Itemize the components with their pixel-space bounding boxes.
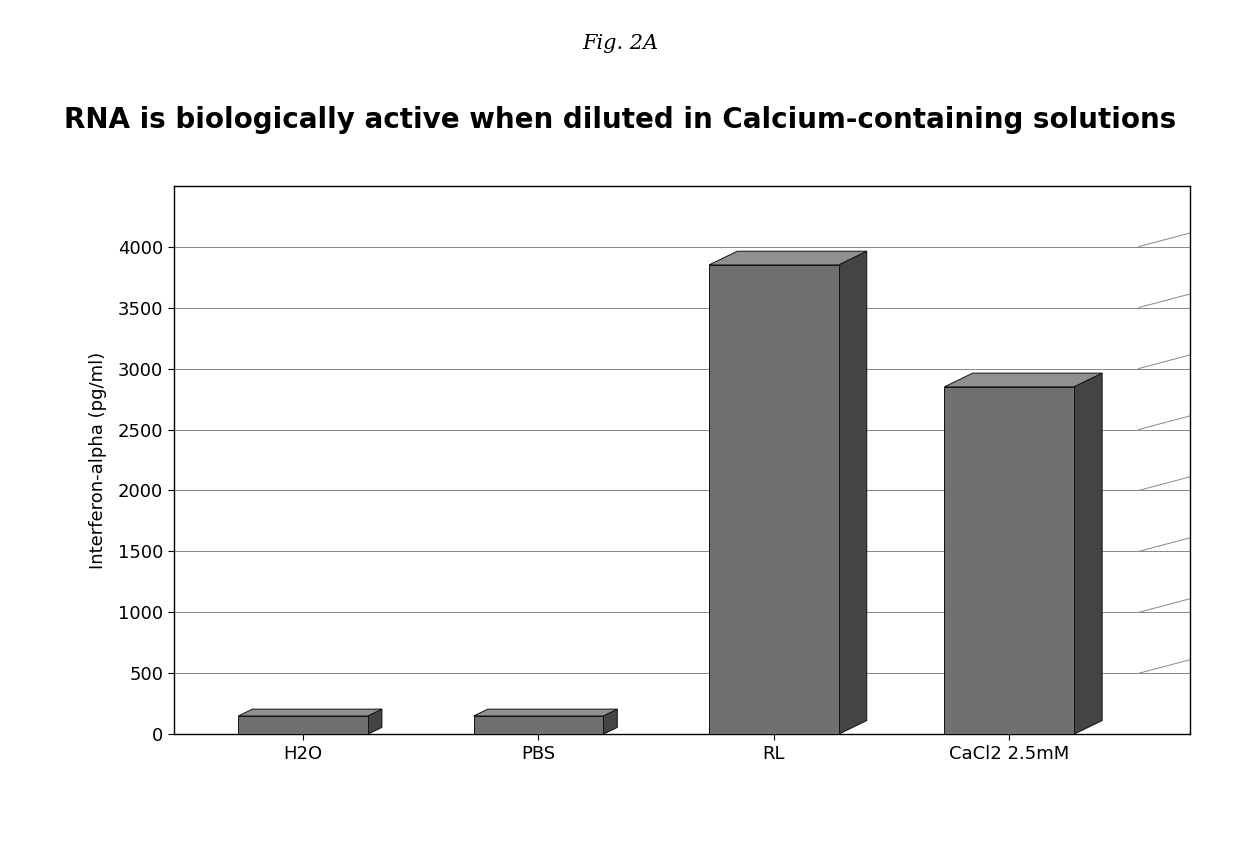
Polygon shape xyxy=(238,709,382,716)
Polygon shape xyxy=(474,716,603,734)
Polygon shape xyxy=(1074,373,1102,734)
Polygon shape xyxy=(368,709,382,734)
Polygon shape xyxy=(474,709,618,716)
Polygon shape xyxy=(238,716,368,734)
Text: Fig. 2A: Fig. 2A xyxy=(582,34,658,53)
Polygon shape xyxy=(945,387,1074,734)
Y-axis label: Interferon-alpha (pg/ml): Interferon-alpha (pg/ml) xyxy=(88,351,107,569)
Polygon shape xyxy=(838,252,867,734)
Polygon shape xyxy=(945,373,1102,387)
Polygon shape xyxy=(603,709,618,734)
Polygon shape xyxy=(709,252,867,265)
Polygon shape xyxy=(709,265,838,734)
Text: RNA is biologically active when diluted in Calcium-containing solutions: RNA is biologically active when diluted … xyxy=(64,106,1176,133)
